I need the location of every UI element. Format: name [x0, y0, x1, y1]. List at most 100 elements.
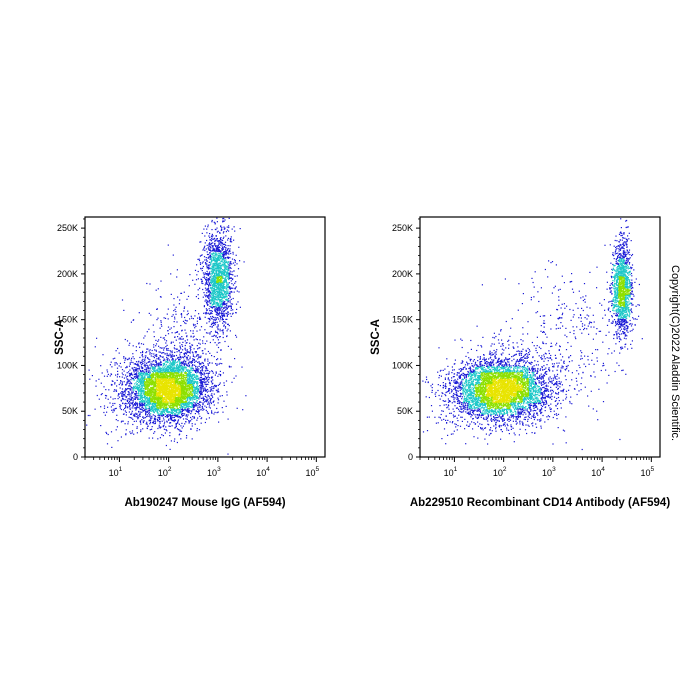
event-dot: [135, 405, 136, 406]
event-dot: [199, 380, 200, 381]
event-dot: [196, 264, 197, 265]
event-dot: [131, 395, 132, 396]
event-dot: [155, 423, 156, 424]
event-dot: [144, 335, 145, 336]
event-dot: [200, 264, 201, 265]
event-dot: [205, 272, 206, 273]
event-dot: [142, 371, 143, 372]
event-dot: [216, 319, 217, 320]
event-dot: [205, 389, 206, 390]
event-dot: [166, 429, 167, 430]
event-dot: [201, 375, 202, 376]
event-dot: [244, 261, 245, 262]
event-dot: [139, 407, 140, 408]
event-dot: [184, 360, 185, 361]
event-dot: [218, 347, 219, 348]
event-dot: [182, 416, 183, 417]
event-dot: [139, 312, 140, 313]
event-dot: [142, 352, 143, 353]
event-dot: [193, 324, 194, 325]
event-dot: [177, 364, 178, 365]
event-dot: [142, 355, 143, 356]
event-dot: [182, 406, 183, 407]
event-dot: [202, 384, 203, 385]
event-dot: [105, 415, 106, 416]
event-dot: [152, 361, 153, 362]
event-dot: [208, 235, 209, 236]
event-dot: [187, 349, 188, 350]
event-dot: [229, 265, 230, 266]
event-dot: [224, 228, 225, 229]
event-dot: [223, 259, 224, 260]
event-dot: [189, 366, 190, 367]
event-dot: [161, 326, 162, 327]
event-dot: [170, 408, 171, 409]
event-dot: [117, 440, 118, 441]
event-dot: [224, 281, 225, 282]
event-dot: [132, 424, 133, 425]
event-dot: [211, 377, 212, 378]
event-dot: [155, 361, 156, 362]
event-dot: [178, 368, 179, 369]
event-dot: [208, 379, 209, 380]
event-dot: [206, 257, 207, 258]
event-dot: [146, 416, 147, 417]
event-dot: [125, 384, 126, 385]
event-dot: [139, 367, 140, 368]
event-dot: [112, 405, 113, 406]
event-dot: [229, 287, 230, 288]
event-dot: [191, 387, 192, 388]
event-dot: [124, 403, 125, 404]
event-dot: [232, 259, 233, 260]
event-dot: [145, 417, 146, 418]
event-dot: [168, 318, 169, 319]
event-dot: [206, 397, 207, 398]
event-dot: [191, 375, 192, 376]
event-dot: [129, 401, 130, 402]
event-dot: [210, 391, 211, 392]
event-dot: [236, 263, 237, 264]
event-dot: [154, 355, 155, 356]
event-dot: [160, 337, 161, 338]
event-dot: [218, 422, 219, 423]
event-dot: [199, 392, 200, 393]
event-dot: [210, 256, 211, 257]
event-dot: [144, 376, 145, 377]
event-dot: [197, 405, 198, 406]
event-dot: [149, 365, 150, 366]
event-dot: [228, 238, 229, 239]
event-dot: [199, 402, 200, 403]
event-dot: [193, 397, 194, 398]
event-dot: [214, 322, 215, 323]
event-dot: [192, 280, 193, 281]
event-dot: [166, 415, 167, 416]
event-dot: [200, 385, 201, 386]
event-dot: [117, 420, 118, 421]
event-dot: [223, 232, 224, 233]
event-dot: [217, 322, 218, 323]
event-dot: [221, 227, 222, 228]
event-dot: [138, 411, 139, 412]
event-dot: [199, 396, 200, 397]
event-dot: [201, 380, 202, 381]
event-dot: [211, 253, 212, 254]
event-dot: [126, 383, 127, 384]
event-dot: [210, 273, 211, 274]
event-dot: [215, 246, 216, 247]
event-dot: [219, 342, 220, 343]
event-dot: [137, 365, 138, 366]
event-dot: [144, 365, 145, 366]
event-dot: [192, 362, 193, 363]
event-dot: [135, 364, 136, 365]
event-dot: [175, 416, 176, 417]
event-dot: [159, 421, 160, 422]
event-dot: [152, 438, 153, 439]
event-dot: [180, 404, 181, 405]
event-dot: [145, 391, 146, 392]
event-dot: [178, 367, 179, 368]
event-dot: [227, 227, 228, 228]
event-dot: [191, 402, 192, 403]
event-dot: [163, 365, 164, 366]
event-dot: [237, 408, 238, 409]
event-dot: [223, 401, 224, 402]
